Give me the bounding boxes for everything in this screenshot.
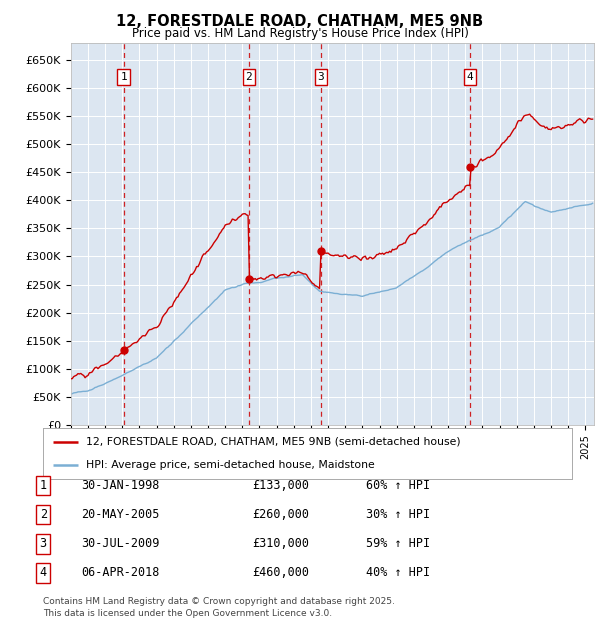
Text: Price paid vs. HM Land Registry's House Price Index (HPI): Price paid vs. HM Land Registry's House … (131, 27, 469, 40)
Text: £133,000: £133,000 (252, 479, 309, 492)
Text: 3: 3 (40, 538, 47, 550)
Text: 30-JAN-1998: 30-JAN-1998 (81, 479, 160, 492)
Text: 12, FORESTDALE ROAD, CHATHAM, ME5 9NB (semi-detached house): 12, FORESTDALE ROAD, CHATHAM, ME5 9NB (s… (86, 436, 460, 446)
Text: 1: 1 (120, 72, 127, 82)
Text: 3: 3 (317, 72, 324, 82)
Text: 4: 4 (40, 567, 47, 579)
Text: 30% ↑ HPI: 30% ↑ HPI (366, 508, 430, 521)
Text: Contains HM Land Registry data © Crown copyright and database right 2025.
This d: Contains HM Land Registry data © Crown c… (43, 597, 395, 618)
Text: £260,000: £260,000 (252, 508, 309, 521)
Text: £460,000: £460,000 (252, 567, 309, 579)
Text: 06-APR-2018: 06-APR-2018 (81, 567, 160, 579)
Text: 2: 2 (40, 508, 47, 521)
Text: 30-JUL-2009: 30-JUL-2009 (81, 538, 160, 550)
Text: 2: 2 (245, 72, 252, 82)
Text: 1: 1 (40, 479, 47, 492)
Text: 60% ↑ HPI: 60% ↑ HPI (366, 479, 430, 492)
Text: 20-MAY-2005: 20-MAY-2005 (81, 508, 160, 521)
Text: 59% ↑ HPI: 59% ↑ HPI (366, 538, 430, 550)
Text: £310,000: £310,000 (252, 538, 309, 550)
Text: 4: 4 (466, 72, 473, 82)
Text: 40% ↑ HPI: 40% ↑ HPI (366, 567, 430, 579)
Text: 12, FORESTDALE ROAD, CHATHAM, ME5 9NB: 12, FORESTDALE ROAD, CHATHAM, ME5 9NB (116, 14, 484, 29)
Text: HPI: Average price, semi-detached house, Maidstone: HPI: Average price, semi-detached house,… (86, 460, 374, 470)
